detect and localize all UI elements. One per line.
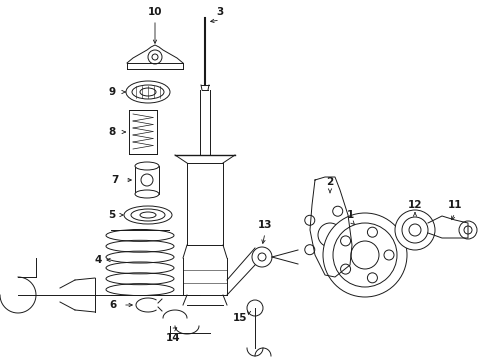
Circle shape <box>247 300 263 316</box>
Ellipse shape <box>135 162 159 170</box>
Circle shape <box>305 215 315 225</box>
Text: 1: 1 <box>346 210 354 220</box>
Circle shape <box>305 245 315 255</box>
Circle shape <box>464 226 472 234</box>
Text: 12: 12 <box>408 200 422 210</box>
Text: 6: 6 <box>109 300 117 310</box>
Circle shape <box>333 254 343 264</box>
Text: 3: 3 <box>217 7 223 17</box>
Circle shape <box>409 224 421 236</box>
Circle shape <box>395 210 435 250</box>
Text: 7: 7 <box>111 175 119 185</box>
Text: 10: 10 <box>148 7 162 17</box>
Text: 5: 5 <box>108 210 116 220</box>
Circle shape <box>323 213 407 297</box>
Ellipse shape <box>126 81 170 103</box>
Text: 14: 14 <box>166 333 180 343</box>
Text: 15: 15 <box>233 313 247 323</box>
Circle shape <box>318 223 342 247</box>
Circle shape <box>148 50 162 64</box>
Bar <box>135 166 159 194</box>
Ellipse shape <box>124 206 172 224</box>
Circle shape <box>402 217 428 243</box>
Circle shape <box>350 230 360 240</box>
Circle shape <box>258 253 266 261</box>
Text: 11: 11 <box>448 200 462 210</box>
Bar <box>129 110 157 154</box>
Text: 9: 9 <box>108 87 116 97</box>
Ellipse shape <box>140 212 156 218</box>
Circle shape <box>333 223 397 287</box>
Circle shape <box>459 221 477 239</box>
Circle shape <box>141 174 153 186</box>
Circle shape <box>341 264 350 274</box>
Circle shape <box>368 227 377 237</box>
Text: 2: 2 <box>326 177 334 187</box>
Ellipse shape <box>135 190 159 198</box>
Circle shape <box>333 206 343 216</box>
Circle shape <box>341 236 350 246</box>
Circle shape <box>152 54 158 60</box>
Circle shape <box>252 247 272 267</box>
Text: 8: 8 <box>108 127 116 137</box>
Text: 13: 13 <box>258 220 272 230</box>
Circle shape <box>351 241 379 269</box>
Text: 4: 4 <box>94 255 102 265</box>
Ellipse shape <box>140 88 156 96</box>
Ellipse shape <box>131 209 165 221</box>
Circle shape <box>384 250 394 260</box>
Circle shape <box>368 273 377 283</box>
Ellipse shape <box>132 85 164 99</box>
